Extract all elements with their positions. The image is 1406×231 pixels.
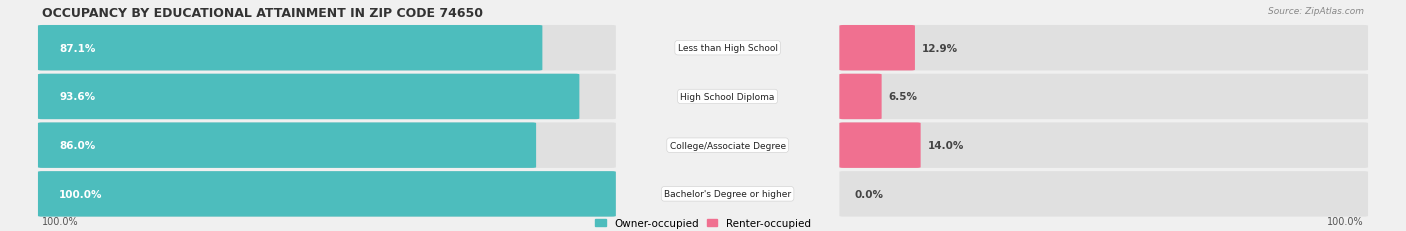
Text: 12.9%: 12.9% [922,43,957,54]
FancyBboxPatch shape [839,74,1368,120]
FancyBboxPatch shape [38,123,616,168]
Text: College/Associate Degree: College/Associate Degree [669,141,786,150]
Text: Source: ZipAtlas.com: Source: ZipAtlas.com [1268,7,1364,16]
FancyBboxPatch shape [38,74,616,120]
FancyBboxPatch shape [839,123,1368,168]
FancyBboxPatch shape [839,26,915,71]
FancyBboxPatch shape [38,171,616,217]
Text: 100.0%: 100.0% [1327,216,1364,226]
FancyBboxPatch shape [839,26,1368,71]
Text: 87.1%: 87.1% [59,43,96,54]
Text: OCCUPANCY BY EDUCATIONAL ATTAINMENT IN ZIP CODE 74650: OCCUPANCY BY EDUCATIONAL ATTAINMENT IN Z… [42,7,484,20]
Text: 86.0%: 86.0% [59,140,96,151]
Text: 93.6%: 93.6% [59,92,96,102]
FancyBboxPatch shape [839,74,882,120]
FancyBboxPatch shape [38,171,616,217]
FancyBboxPatch shape [38,123,536,168]
FancyBboxPatch shape [38,26,616,71]
Text: Less than High School: Less than High School [678,44,778,53]
Text: 14.0%: 14.0% [928,140,965,151]
FancyBboxPatch shape [38,74,579,120]
Text: 100.0%: 100.0% [59,189,103,199]
Text: High School Diploma: High School Diploma [681,93,775,101]
FancyBboxPatch shape [839,123,921,168]
FancyBboxPatch shape [839,171,1368,217]
Text: 0.0%: 0.0% [855,189,884,199]
Text: 100.0%: 100.0% [42,216,79,226]
FancyBboxPatch shape [38,26,543,71]
Legend: Owner-occupied, Renter-occupied: Owner-occupied, Renter-occupied [595,218,811,228]
Text: Bachelor's Degree or higher: Bachelor's Degree or higher [664,190,792,198]
Text: 6.5%: 6.5% [889,92,918,102]
